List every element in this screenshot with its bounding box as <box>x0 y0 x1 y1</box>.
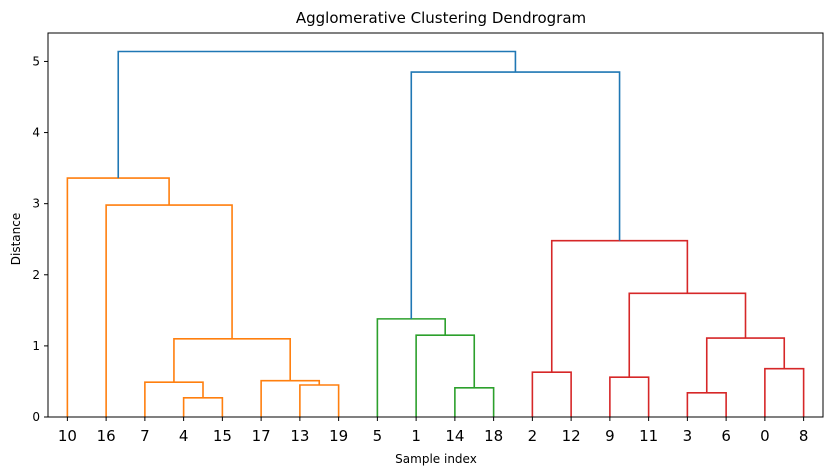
dendrogram-link <box>173 337 291 383</box>
y-tick-label: 4 <box>32 126 40 140</box>
plot-frame <box>47 32 824 418</box>
leaf-label: 16 <box>97 427 116 445</box>
leaf-label: 3 <box>683 427 693 445</box>
dendrogram-link <box>144 381 204 417</box>
x-axis: 10 16 7 4 15 17 13 19 5 1 14 18 2 12 9 11 3 6 0 8 <box>58 417 809 445</box>
y-tick-label: 5 <box>32 54 40 68</box>
leaf-label: 9 <box>605 427 615 445</box>
dendrogram-link <box>454 387 495 417</box>
y-axis: 0 1 2 3 4 5 <box>32 54 48 424</box>
dendrogram-link <box>66 177 170 417</box>
dendrogram-links <box>66 50 805 417</box>
leaf-label: 14 <box>445 427 464 445</box>
y-tick-label: 2 <box>32 268 40 282</box>
leaf-label: 17 <box>252 427 271 445</box>
leaf-label: 1 <box>411 427 421 445</box>
leaf-label: 10 <box>58 427 77 445</box>
leaf-label: 6 <box>721 427 731 445</box>
leaf-label: 18 <box>484 427 503 445</box>
leaf-label: 7 <box>140 427 150 445</box>
chart-title: Agglomerative Clustering Dendrogram <box>296 9 586 27</box>
dendrogram-link <box>609 376 650 417</box>
dendrogram-link <box>705 337 786 393</box>
dendrogram-link <box>182 397 224 417</box>
leaf-label: 2 <box>528 427 538 445</box>
y-tick-label: 0 <box>32 410 40 424</box>
leaf-label: 19 <box>329 427 348 445</box>
dendrogram-link <box>117 50 517 179</box>
leaf-label: 8 <box>799 427 809 445</box>
leaf-label: 11 <box>639 427 658 445</box>
x-axis-label: Sample index <box>395 452 477 466</box>
dendrogram-link <box>415 334 476 417</box>
dendrogram-link <box>260 379 321 417</box>
leaf-label: 13 <box>290 427 309 445</box>
y-axis-label: Distance <box>9 213 23 265</box>
dendrogram-link <box>299 384 340 417</box>
leaf-label: 12 <box>562 427 581 445</box>
leaf-label: 5 <box>373 427 383 445</box>
dendrogram-link <box>686 392 727 417</box>
leaf-label: 0 <box>760 427 770 445</box>
dendrogram-link <box>550 239 689 373</box>
dendrogram-link <box>628 292 747 378</box>
dendrogram-link <box>105 204 233 417</box>
dendrogram-link <box>410 71 621 319</box>
dendrogram-link <box>376 318 446 417</box>
y-tick-label: 1 <box>32 339 40 353</box>
leaf-label: 15 <box>213 427 232 445</box>
leaf-label: 4 <box>179 427 189 445</box>
dendrogram-link <box>764 367 805 417</box>
dendrogram-link <box>531 371 572 417</box>
y-tick-label: 3 <box>32 197 40 211</box>
